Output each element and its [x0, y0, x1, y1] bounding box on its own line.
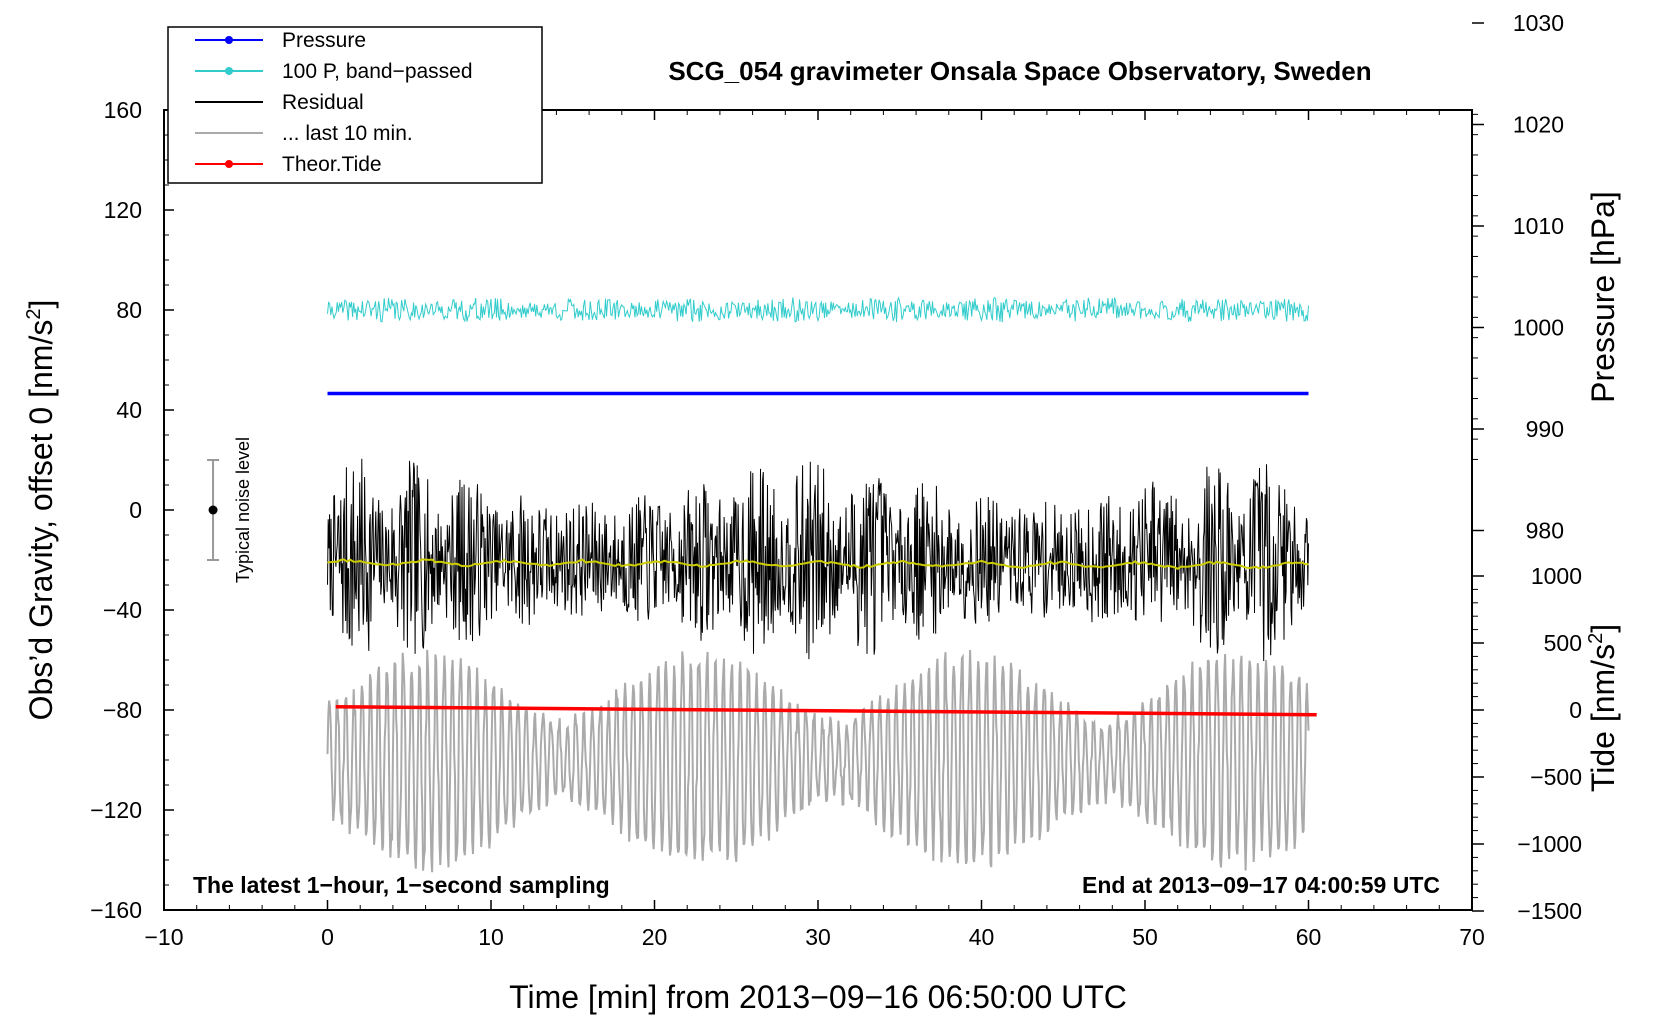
- x-tick-label: 30: [805, 924, 831, 950]
- legend-label: Theor.Tide: [282, 153, 382, 176]
- pressure-tick-label: 1010: [1513, 213, 1564, 239]
- x-tick-label: 50: [1132, 924, 1158, 950]
- legend-swatch-marker: [225, 160, 233, 168]
- x-tick-label: 40: [969, 924, 995, 950]
- pressure-tick-label: 980: [1526, 518, 1564, 544]
- x-axis-title: Time [min] from 2013−09−16 06:50:00 UTC: [509, 979, 1127, 1015]
- legend-label: Pressure: [282, 29, 366, 52]
- tide-tick-label: 500: [1544, 630, 1582, 656]
- tide-tick-label: −500: [1530, 764, 1582, 790]
- pressure-tick-label: 1000: [1513, 315, 1564, 341]
- y-tick-label: 160: [104, 97, 142, 123]
- y-tick-label: −40: [103, 597, 142, 623]
- y-tick-label: −160: [90, 897, 142, 923]
- legend-swatch-marker: [225, 67, 233, 75]
- x-tick-label: 70: [1459, 924, 1485, 950]
- legend-label: 100 P, band−passed: [282, 60, 473, 83]
- tide-tick-label: −1500: [1517, 898, 1582, 924]
- pressure-tick-label: 990: [1526, 416, 1564, 442]
- x-tick-label: 60: [1296, 924, 1322, 950]
- legend-box: [167, 26, 543, 184]
- tide-tick-label: −1000: [1517, 831, 1582, 857]
- y-tick-label: 0: [129, 497, 142, 523]
- y-tick-label: 120: [104, 197, 142, 223]
- series-layer: [326, 296, 1317, 873]
- noise-label: Typical noise level: [233, 437, 253, 583]
- note-right: End at 2013−09−17 04:00:59 UTC: [1082, 872, 1440, 898]
- series-residual: [327, 458, 1309, 662]
- y-tick-label: −80: [103, 697, 142, 723]
- tide-axis-title: Tide [nm/s2]: [1585, 624, 1621, 792]
- legend: Pressure 100 P, band−passed Residual ... la…: [167, 26, 543, 184]
- series-pressure-bandpassed: [327, 296, 1309, 323]
- pressure-tick-label: 1030: [1513, 10, 1564, 36]
- note-left: The latest 1−hour, 1−second sampling: [193, 872, 610, 898]
- series-theor-tide: [335, 705, 1317, 717]
- pressure-tick-label: 1020: [1513, 112, 1564, 138]
- series-last-10-min: [326, 649, 1310, 873]
- legend-label: ... last 10 min.: [282, 122, 413, 145]
- chart-title: SCG_054 gravimeter Onsala Space Observat…: [668, 56, 1371, 86]
- tide-tick-label: 1000: [1531, 563, 1582, 589]
- pressure-axis-title: Pressure [hPa]: [1585, 191, 1621, 403]
- noise-indicator: Typical noise level: [207, 437, 253, 583]
- y-axis-title: Obs’d Gravity, offset 0 [nm/s2]: [23, 300, 59, 721]
- x-tick-label: −10: [144, 924, 183, 950]
- legend-items: Pressure 100 P, band−passed Residual ... la…: [195, 29, 473, 176]
- x-tick-label: 0: [321, 924, 334, 950]
- noise-center-dot: [208, 505, 218, 515]
- y-tick-label: −120: [90, 797, 142, 823]
- y-tick-label: 40: [116, 397, 142, 423]
- series-residual-mean: [327, 558, 1309, 570]
- ticks-layer: −10 0 10 20 30 40 50 60 70−160−120−80−4004080120…: [90, 10, 1582, 950]
- x-tick-label: 10: [478, 924, 504, 950]
- legend-swatch-marker: [225, 36, 233, 44]
- y-tick-label: 80: [116, 297, 142, 323]
- tide-tick-label: 0: [1569, 697, 1582, 723]
- legend-label: Residual: [282, 91, 364, 114]
- x-tick-label: 20: [642, 924, 668, 950]
